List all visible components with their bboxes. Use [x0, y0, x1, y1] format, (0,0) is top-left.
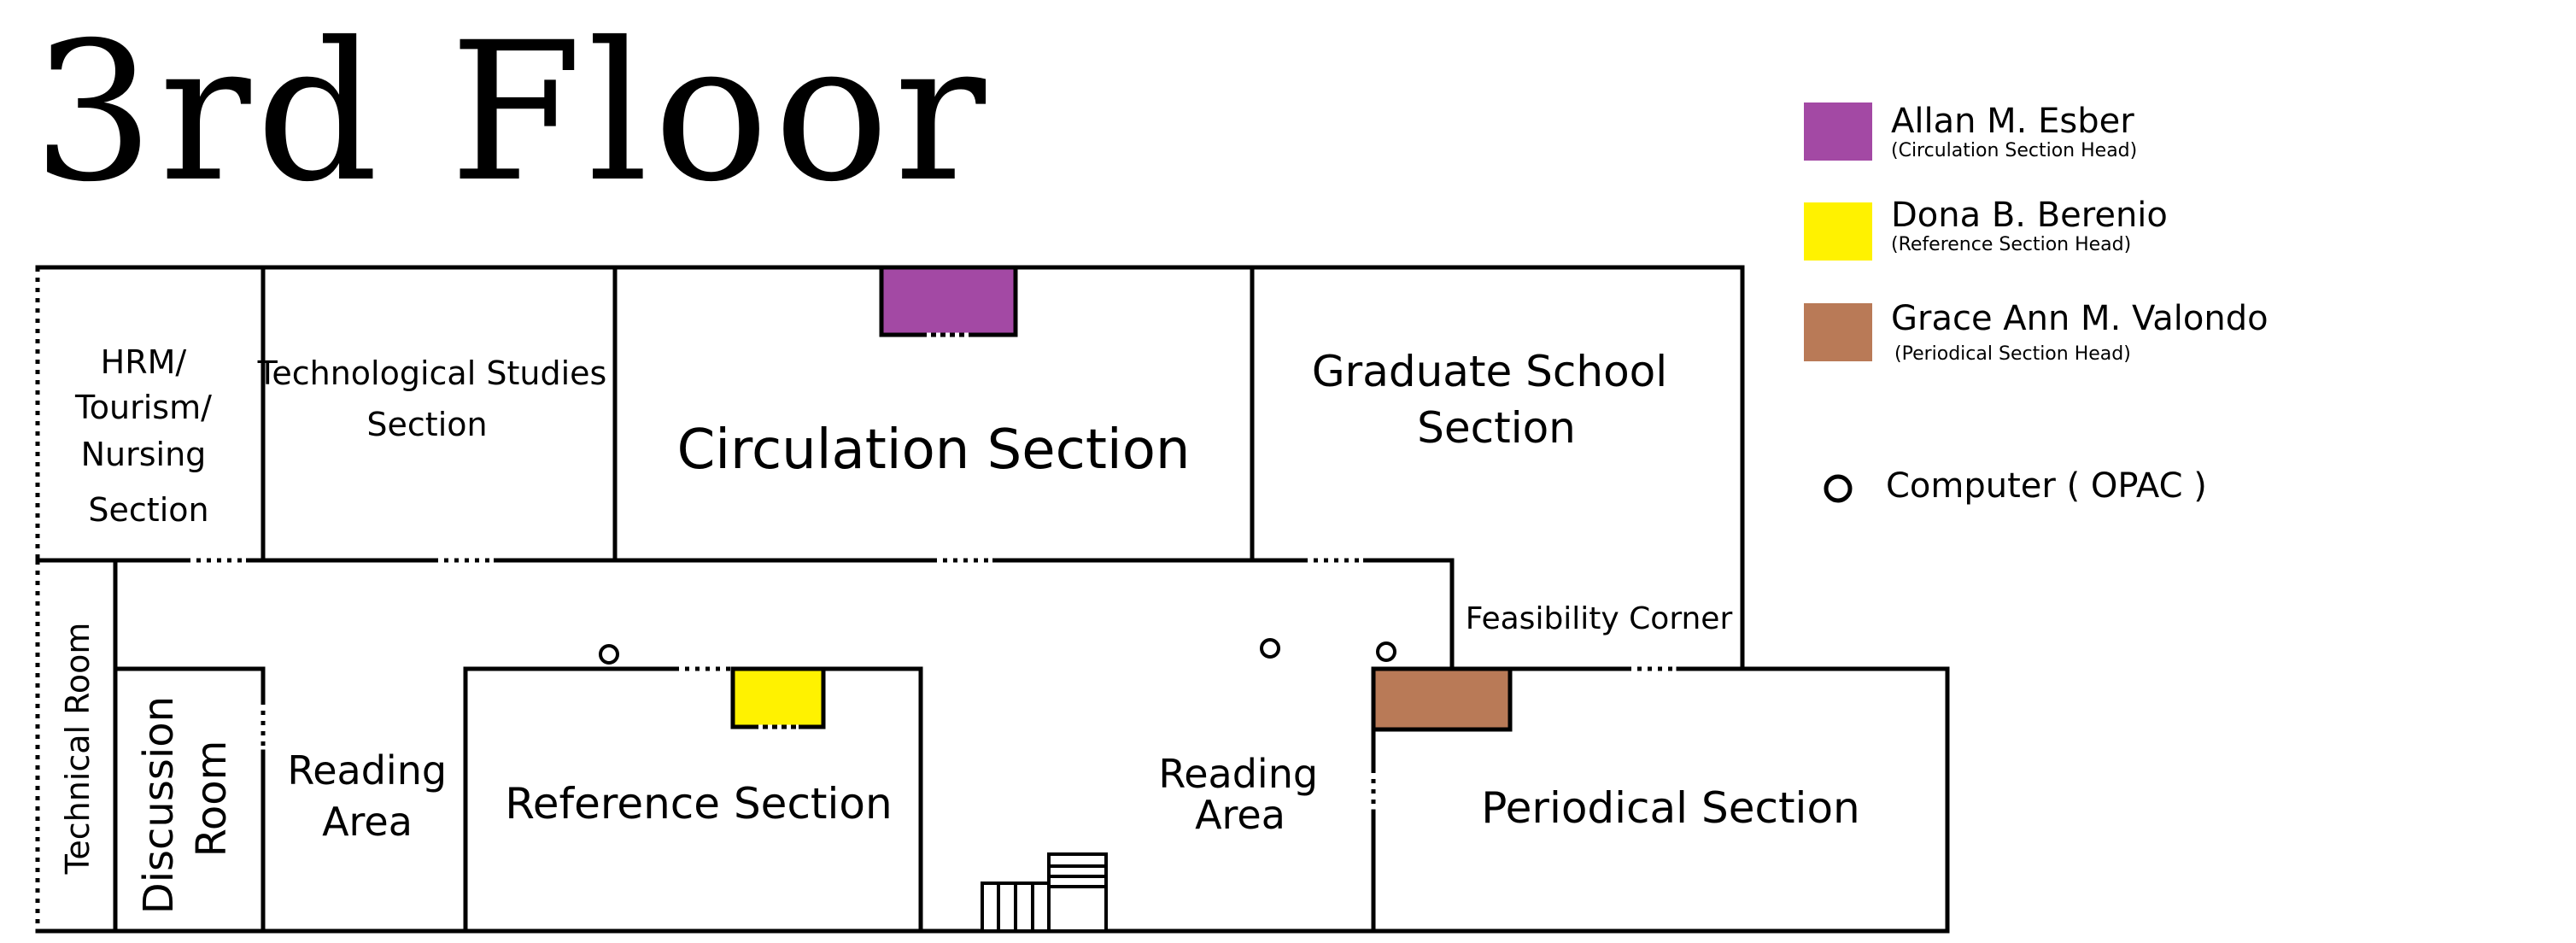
legend-role: (Periodical Section Head): [1894, 343, 2131, 365]
legend-computer-icon: [1824, 474, 1853, 503]
desk-periodical: [1371, 666, 1513, 732]
legend-computer-label: Computer ( OPAC ): [1886, 466, 2207, 506]
stairs-icon: [981, 852, 1108, 933]
circulation-label: Circulation Section: [677, 419, 1191, 482]
legend-role: (Circulation Section Head): [1891, 140, 2137, 161]
reference-section-label: Reference Section: [505, 779, 892, 829]
feasibility-corner-label: Feasibility Corner: [1466, 601, 1733, 636]
reading-area-left-label: Reading Area: [287, 747, 459, 845]
technical-room-label: Technical Room: [59, 623, 97, 876]
legend-name: Grace Ann M. Valondo: [1891, 299, 2269, 338]
tech-studies-label: Technological Studies Section: [257, 354, 618, 443]
floor-title: 3rd Floor: [32, 1, 992, 224]
computer-icon: [599, 644, 619, 665]
desk-circulation: [879, 265, 1018, 337]
legend-swatch-reference: [1804, 202, 1872, 261]
legend: Allan M. Esber (Circulation Section Head…: [1804, 102, 2269, 506]
desk-reference: [730, 666, 826, 729]
periodical-section-label: Periodical Section: [1481, 783, 1859, 833]
doorways: [35, 267, 1678, 931]
discussion-room-label: Discussion Room: [135, 683, 236, 915]
legend-swatch-periodical: [1804, 303, 1872, 361]
legend-swatch-circulation: [1804, 102, 1872, 161]
legend-name: Allan M. Esber: [1891, 102, 2134, 141]
computers: [599, 638, 1396, 665]
legend-name: Dona B. Berenio: [1891, 196, 2168, 235]
walls: [35, 265, 1950, 934]
computer-icon: [1260, 638, 1280, 659]
hrm-section-label: HRM/ Tourism/ Nursing Section: [74, 343, 222, 529]
legend-role: (Reference Section Head): [1891, 234, 2131, 255]
graduate-label: Graduate School Section: [1312, 347, 1681, 453]
computer-icon: [1376, 641, 1396, 662]
reading-area-right-label: Reading Area: [1158, 751, 1330, 838]
